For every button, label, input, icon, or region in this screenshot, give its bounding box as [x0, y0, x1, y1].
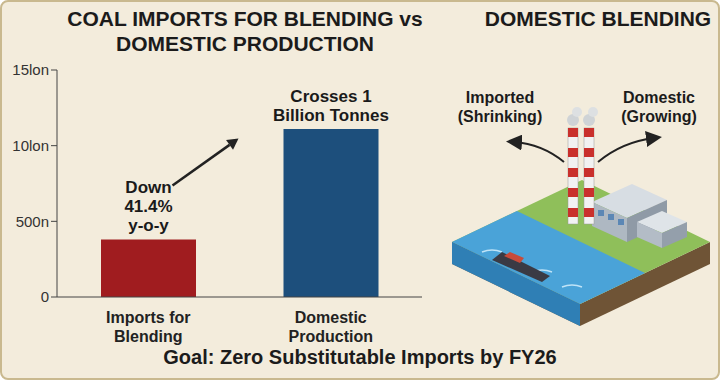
svg-text:Billion Tonnes: Billion Tonnes — [273, 106, 389, 125]
svg-text:0: 0 — [41, 288, 49, 305]
html-text:COAL IMPORTS FOR BLENDING vs D: COAL IMPORTS FOR BLENDING vs DOMESTIC PR… — [67, 7, 423, 55]
svg-text:15lon: 15lon — [12, 61, 49, 78]
svg-text:Crosses 1: Crosses 1 — [290, 87, 371, 106]
svg-text:Down: Down — [125, 178, 171, 197]
svg-text:10lon: 10lon — [12, 137, 49, 154]
html-text:Goal: Zero Substitutable Impor: Goal: Zero Substitutable Imports by FY26 — [163, 346, 557, 368]
html-text:Imported (Shrinking): Imported (Shrinking) — [457, 89, 543, 125]
svg-text:41.4%: 41.4% — [124, 197, 172, 216]
html-text:Domestic (Growing): Domestic (Growing) — [621, 89, 697, 125]
html-text:DOMESTIC BLENDING: DOMESTIC BLENDING — [484, 7, 712, 30]
svg-text:Domestic: Domestic — [295, 309, 367, 326]
svg-text:Production: Production — [289, 328, 373, 345]
svg-text:Blending: Blending — [114, 328, 182, 345]
svg-text:Imports for: Imports for — [106, 309, 190, 326]
svg-text:y-o-y: y-o-y — [128, 216, 169, 235]
svg-text:500n: 500n — [16, 213, 49, 230]
